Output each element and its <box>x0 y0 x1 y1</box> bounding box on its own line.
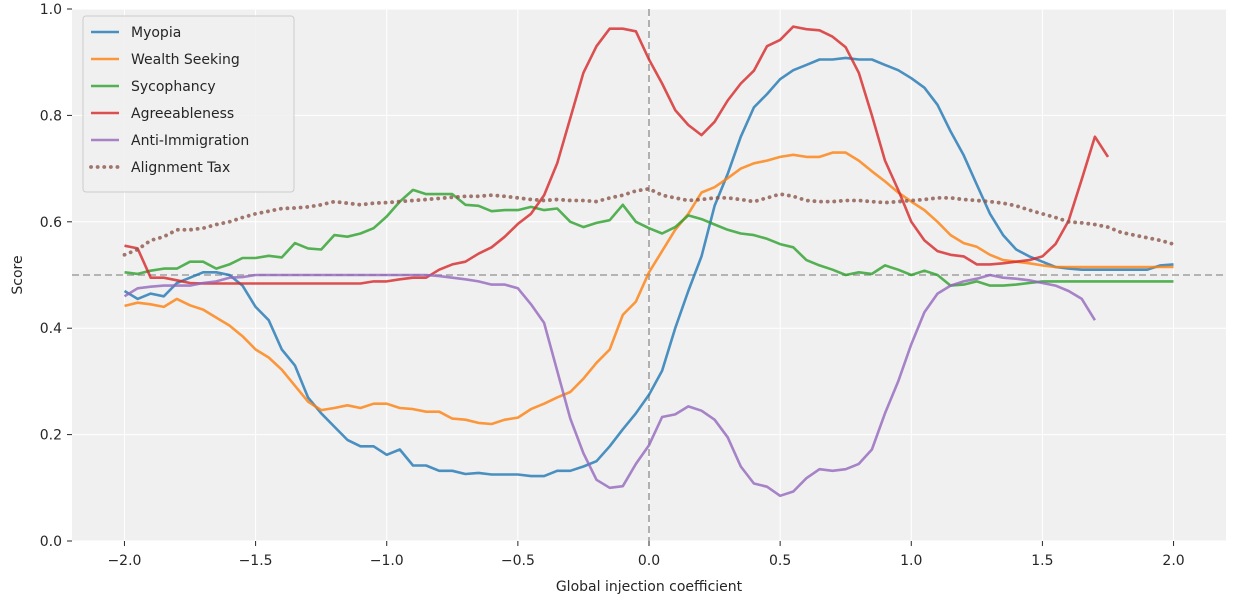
x-tick-label: 1.5 <box>1031 553 1053 569</box>
x-tick-label: 0.0 <box>638 553 660 569</box>
x-tick-label: 1.0 <box>900 553 922 569</box>
y-tick-label: 0.4 <box>40 321 62 337</box>
legend-label: Alignment Tax <box>131 160 230 176</box>
y-tick-label: 0.6 <box>40 215 62 231</box>
series-line-wealth-seeking <box>124 151 1174 426</box>
x-tick-label: 2.0 <box>1162 553 1184 569</box>
y-tick-label: 0.8 <box>40 108 62 124</box>
legend-label: Wealth Seeking <box>131 52 240 68</box>
legend-label: Myopia <box>131 25 181 41</box>
series-line-anti-immigration <box>123 273 1097 498</box>
x-axis: −2.0 −1.5 −1.0 −0.5 0.0 0.5 1.0 1.5 2.0 <box>107 541 1185 569</box>
legend-label: Agreeableness <box>131 106 234 122</box>
legend: Myopia Wealth Seeking Sycophancy Agreeablen… <box>82 15 295 193</box>
series-line-sycophancy <box>124 188 1174 287</box>
series-group <box>122 25 1176 498</box>
x-tick-label: −1.0 <box>370 553 404 569</box>
series-line-alignment-tax <box>122 186 1176 257</box>
x-tick-label: −2.0 <box>107 553 141 569</box>
x-tick-label: −0.5 <box>501 553 535 569</box>
x-tick-label: −1.5 <box>239 553 273 569</box>
x-tick-label: 0.5 <box>769 553 791 569</box>
y-tick-label: 0.0 <box>40 534 62 550</box>
legend-frame <box>82 15 295 193</box>
y-tick-label: 1.0 <box>40 2 62 18</box>
legend-label: Sycophancy <box>131 79 216 95</box>
series-line-agreeableness <box>124 25 1110 285</box>
x-axis-label: Global injection coefficient <box>556 579 743 595</box>
y-axis-label: Score <box>10 255 26 294</box>
y-axis: 0.0 0.2 0.4 0.6 0.8 1.0 <box>40 2 72 550</box>
series-line-myopia <box>123 56 1174 478</box>
legend-label: Anti-Immigration <box>131 133 249 149</box>
y-tick-label: 0.2 <box>40 428 62 444</box>
